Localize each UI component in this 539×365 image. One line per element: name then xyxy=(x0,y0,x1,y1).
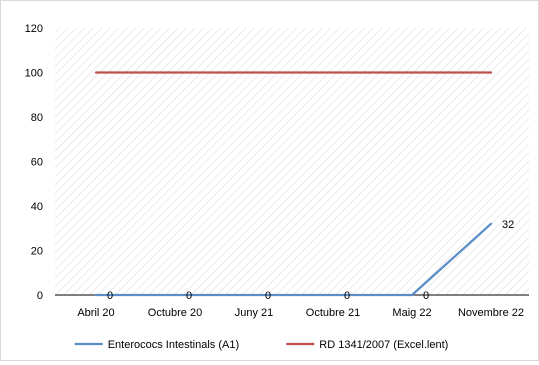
x-tick-label: Abril 20 xyxy=(77,307,114,319)
data-label: 0 xyxy=(423,290,429,302)
data-label: 0 xyxy=(186,290,192,302)
y-tick-label: 100 xyxy=(25,68,43,80)
y-tick-label: 80 xyxy=(31,112,43,124)
data-label: 0 xyxy=(344,290,350,302)
series-layer xyxy=(94,71,493,297)
x-tick-label: Novembre 22 xyxy=(458,307,524,319)
y-tick-label: 0 xyxy=(37,290,43,302)
y-tick-label: 20 xyxy=(31,246,43,258)
x-tick-label: Octubre 21 xyxy=(306,307,360,319)
legend-label: Enterococs Intestinals (A1) xyxy=(108,339,239,351)
data-label: 0 xyxy=(107,290,113,302)
x-tick-label: Juny 21 xyxy=(235,307,274,319)
legend-label: RD 1341/2007 (Excel.lent) xyxy=(319,339,448,351)
legend: Enterococs Intestinals (A1) RD 1341/2007 … xyxy=(74,339,448,351)
data-labels: 0 0 0 0 0 32 xyxy=(107,219,514,302)
y-tick-label: 60 xyxy=(31,157,43,169)
x-tick-label: Maig 22 xyxy=(392,307,431,319)
data-label: 32 xyxy=(502,219,514,231)
y-tick-label: 120 xyxy=(25,23,43,35)
line-chart: 0 20 40 60 80 100 120 Abril 20 Octubre 20 Juny 2… xyxy=(25,23,529,351)
y-axis: 0 20 40 60 80 100 120 xyxy=(25,23,43,302)
series-line xyxy=(94,222,493,297)
data-label: 0 xyxy=(265,290,271,302)
x-axis: Abril 20 Octubre 20 Juny 21 Octubre 21 Maig … xyxy=(77,307,524,319)
x-tick-label: Octubre 20 xyxy=(148,307,202,319)
y-tick-label: 40 xyxy=(31,201,43,213)
